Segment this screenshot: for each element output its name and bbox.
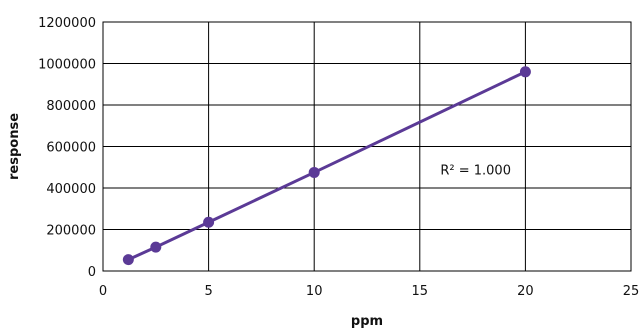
y-tick-label: 800000 xyxy=(46,99,96,114)
data-series xyxy=(122,66,531,266)
y-axis-title: response xyxy=(7,113,22,180)
plot-area-border xyxy=(102,21,632,272)
data-point xyxy=(519,66,531,78)
y-tick-label: 200000 xyxy=(46,224,96,239)
x-tick-label: 15 xyxy=(412,284,429,299)
y-tick-label: 1200000 xyxy=(38,16,96,31)
data-point xyxy=(122,254,134,266)
data-point xyxy=(203,216,215,228)
y-axis-tick-labels: 0 200000 400000 600000 800000 1000000 1200000 xyxy=(38,16,96,280)
x-tick-label: 5 xyxy=(204,284,212,299)
x-axis-tick-labels: 0 5 10 15 20 25 xyxy=(99,284,639,299)
data-point xyxy=(308,166,320,178)
y-tick-label: 600000 xyxy=(46,141,96,156)
y-tick-label: 1000000 xyxy=(38,58,96,73)
x-tick-label: 25 xyxy=(623,284,640,299)
x-tick-label: 20 xyxy=(517,284,534,299)
y-tick-label: 0 xyxy=(88,265,96,280)
data-point xyxy=(150,241,162,253)
x-tick-label: 0 xyxy=(99,284,107,299)
x-axis-title: ppm xyxy=(351,314,383,329)
r-squared-annotation: R² = 1.000 xyxy=(440,163,511,178)
y-tick-label: 400000 xyxy=(46,182,96,197)
x-tick-label: 10 xyxy=(306,284,323,299)
